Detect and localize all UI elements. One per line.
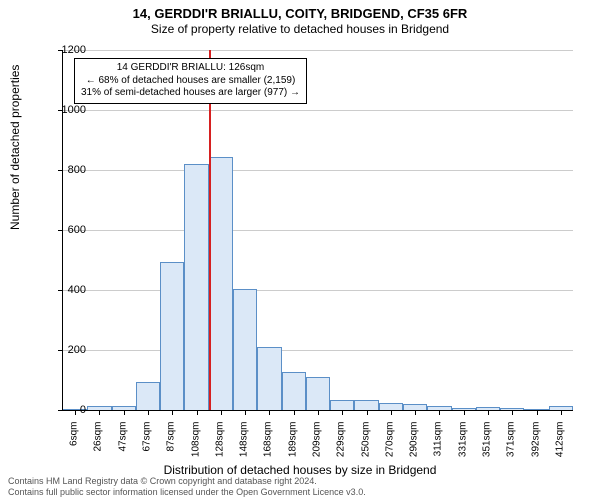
xtick-label: 331sqm <box>457 422 468 472</box>
xtick-label: 189sqm <box>287 422 298 472</box>
chart-subtitle: Size of property relative to detached ho… <box>0 22 600 36</box>
ytick-label: 0 <box>46 404 86 416</box>
ytick-label: 400 <box>46 284 86 296</box>
xtick-mark <box>439 410 440 415</box>
footer-line-1: Contains HM Land Registry data © Crown c… <box>8 476 366 487</box>
chart-container: 14, GERDDI'R BRIALLU, COITY, BRIDGEND, C… <box>0 0 600 500</box>
histogram-bar <box>136 382 160 411</box>
ytick-label: 200 <box>46 344 86 356</box>
xtick-mark <box>537 410 538 415</box>
ytick-label: 1000 <box>46 104 86 116</box>
annotation-line: 31% of semi-detached houses are larger (… <box>81 87 300 100</box>
xtick-label: 229sqm <box>336 422 347 472</box>
xtick-mark <box>391 410 392 415</box>
xtick-mark <box>245 410 246 415</box>
xtick-mark <box>415 410 416 415</box>
histogram-bar <box>160 262 184 411</box>
xtick-label: 270sqm <box>384 422 395 472</box>
plot-area <box>62 50 573 411</box>
gridline <box>63 230 573 231</box>
xtick-mark <box>512 410 513 415</box>
xtick-mark <box>488 410 489 415</box>
histogram-bar <box>184 164 208 410</box>
reference-line <box>209 50 211 410</box>
histogram-bar <box>330 400 354 411</box>
xtick-mark <box>269 410 270 415</box>
histogram-bar <box>306 377 330 410</box>
footer-line-2: Contains full public sector information … <box>8 487 366 498</box>
xtick-label: 87sqm <box>166 422 177 472</box>
xtick-label: 67sqm <box>142 422 153 472</box>
xtick-mark <box>124 410 125 415</box>
histogram-bar <box>209 157 233 411</box>
xtick-mark <box>367 410 368 415</box>
gridline <box>63 350 573 351</box>
xtick-label: 311sqm <box>433 422 444 472</box>
xtick-mark <box>561 410 562 415</box>
gridline <box>63 170 573 171</box>
xtick-label: 351sqm <box>482 422 493 472</box>
annotation-line: 14 GERDDI'R BRIALLU: 126sqm <box>81 62 300 75</box>
xtick-mark <box>342 410 343 415</box>
chart-title: 14, GERDDI'R BRIALLU, COITY, BRIDGEND, C… <box>0 0 600 22</box>
gridline <box>63 290 573 291</box>
xtick-label: 250sqm <box>360 422 371 472</box>
xtick-label: 209sqm <box>312 422 323 472</box>
xtick-label: 47sqm <box>117 422 128 472</box>
xtick-label: 108sqm <box>190 422 201 472</box>
xtick-label: 290sqm <box>409 422 420 472</box>
xtick-label: 392sqm <box>530 422 541 472</box>
histogram-bar <box>257 347 281 410</box>
histogram-bar <box>282 372 306 410</box>
xtick-label: 168sqm <box>263 422 274 472</box>
annotation-box: 14 GERDDI'R BRIALLU: 126sqm← 68% of deta… <box>74 58 307 104</box>
xtick-label: 26sqm <box>93 422 104 472</box>
xtick-label: 148sqm <box>239 422 250 472</box>
xtick-mark <box>99 410 100 415</box>
xtick-mark <box>464 410 465 415</box>
annotation-line: ← 68% of detached houses are smaller (2,… <box>81 75 300 88</box>
gridline <box>63 110 573 111</box>
xtick-label: 412sqm <box>554 422 565 472</box>
footer-attribution: Contains HM Land Registry data © Crown c… <box>8 476 366 498</box>
xtick-mark <box>294 410 295 415</box>
xtick-mark <box>197 410 198 415</box>
xtick-mark <box>221 410 222 415</box>
xtick-label: 128sqm <box>214 422 225 472</box>
xtick-label: 6sqm <box>69 422 80 472</box>
histogram-bar <box>354 400 378 410</box>
histogram-bar <box>379 403 403 411</box>
ytick-label: 800 <box>46 164 86 176</box>
ytick-label: 1200 <box>46 44 86 56</box>
gridline <box>63 50 573 51</box>
xtick-mark <box>172 410 173 415</box>
xtick-mark <box>318 410 319 415</box>
ytick-label: 600 <box>46 224 86 236</box>
y-axis-label: Number of detached properties <box>8 65 22 230</box>
histogram-bar <box>233 289 257 411</box>
xtick-mark <box>148 410 149 415</box>
xtick-label: 371sqm <box>506 422 517 472</box>
